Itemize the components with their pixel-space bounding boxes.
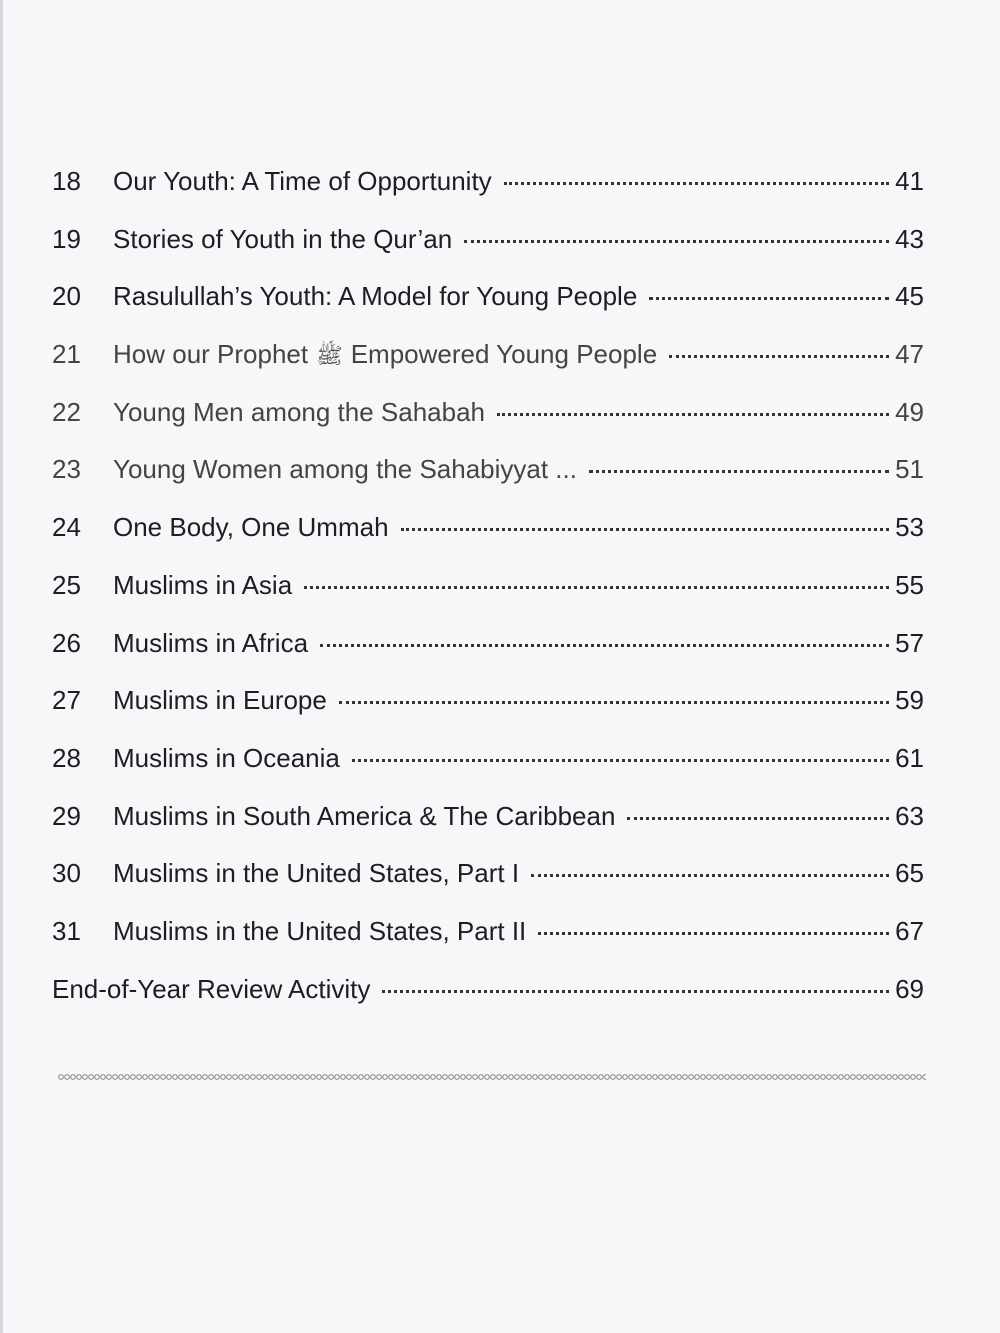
chapter-number: 29 [52,800,81,831]
chapter-title: Young Men among the Sahabah [113,396,486,427]
dot-leader [669,355,890,359]
page-number: 59 [895,685,924,716]
page-number: 49 [895,396,924,427]
page-number: 51 [895,454,924,485]
chapter-title: Young Women among the Sahabiyyat ... [113,454,577,485]
toc-entry: 31 Muslims in the United States, Part II 6… [52,916,924,974]
dot-leader [503,182,890,185]
toc-entry: 25 Muslims in Asia 55 [52,570,924,628]
chapter-number: 26 [52,627,81,658]
dot-leader [351,758,890,762]
dot-leader [531,874,890,878]
toc-entry: 22 Young Men among the Sahabah 49 [52,397,924,455]
dot-leader [627,816,890,820]
toc-entry: 21 How our Prophet ﷺ Empowered Young People… [52,339,924,397]
toc-entry: 27 Muslims in Europe 59 [52,685,924,743]
entry-title: End-of-Year Review Activity [52,973,371,1004]
page-number: 61 [895,742,924,773]
toc-entry: 19 Stories of Youth in the Qur’an 43 [52,224,924,282]
page-number: 45 [895,281,924,312]
chapter-title: Muslims in Oceania [113,742,340,773]
chapter-number: 25 [52,569,81,600]
toc-entry: 20 Rasulullah’s Youth: A Model for Young … [52,281,924,339]
chapter-title-part: How our Prophet [113,339,309,370]
chapter-number: 22 [52,396,81,427]
decorative-chain-divider [58,1072,926,1082]
page-number: 47 [895,339,924,370]
chapter-number: 24 [52,512,81,543]
page-number: 69 [895,973,924,1004]
chapter-title: Muslims in South America & The Caribbean [113,800,616,831]
page-number: 63 [895,800,924,831]
dot-leader [464,239,890,243]
chapter-title-part: Empowered Young People [350,339,658,370]
chapter-title: Rasulullah’s Youth: A Model for Young Pe… [113,281,638,312]
page-number: 67 [895,915,924,946]
dot-leader [382,989,890,993]
chapter-title: Muslims in Asia [113,569,293,600]
salawat-symbol: ﷺ [316,344,343,370]
chapter-number: 18 [52,166,81,196]
toc-entry: 18 Our Youth: A Time of Opportunity 41 [52,166,924,224]
dot-leader [338,701,890,705]
chapter-number: 28 [52,742,81,773]
page-number: 43 [895,223,924,254]
chapter-title: Our Youth: A Time of Opportunity [113,166,492,196]
toc-entry: 30 Muslims in the United States, Part I 65 [52,858,924,916]
chapter-number: 20 [52,281,81,312]
dot-leader [649,297,890,301]
chapter-number: 31 [52,915,81,946]
chapter-title: Muslims in the United States, Part I [113,858,520,889]
chapter-title: One Body, One Ummah [113,512,389,543]
table-of-contents: 18 Our Youth: A Time of Opportunity 41 19 S… [52,166,924,1031]
chapter-number: 21 [52,339,81,370]
toc-entry: 28 Muslims in Oceania 61 [52,743,924,801]
toc-entry: 29 Muslims in South America & The Caribbe… [52,801,924,859]
page-number: 57 [895,627,924,658]
chapter-number: 27 [52,685,81,716]
dot-leader [588,470,890,474]
dot-leader [538,931,890,935]
chapter-title: Muslims in the United States, Part II [113,915,527,946]
chapter-title: Stories of Youth in the Qur’an [113,223,453,254]
dot-leader [497,412,890,416]
toc-entry: 26 Muslims in Africa 57 [52,628,924,686]
dot-leader [304,585,890,589]
page-number: 65 [895,858,924,889]
chapter-title: How our Prophet ﷺ Empowered Young People [113,339,657,374]
page-number: 53 [895,512,924,543]
dot-leader [400,528,890,532]
chapter-title: Muslims in Europe [113,685,327,716]
page-number: 41 [895,166,924,196]
dot-leader [320,643,890,647]
page-number: 55 [895,569,924,600]
toc-entry: 23 Young Women among the Sahabiyyat ... 51 [52,454,924,512]
page-edge [0,0,3,1333]
chapter-number: 19 [52,223,81,254]
toc-entry: 24 One Body, One Ummah 53 [52,512,924,570]
chapter-title: Muslims in Africa [113,627,309,658]
toc-entry-review: End-of-Year Review Activity 69 [52,974,924,1032]
chapter-number: 23 [52,454,81,485]
chapter-number: 30 [52,858,81,889]
